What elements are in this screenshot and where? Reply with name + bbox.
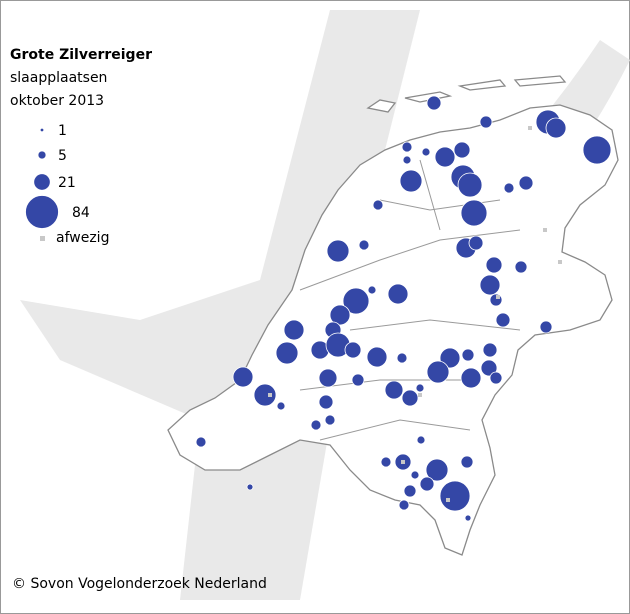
legend-label: 1 (58, 123, 67, 139)
dot (195, 436, 207, 448)
dot (434, 146, 456, 168)
legend-label: 84 (72, 205, 90, 221)
legend-circle (39, 127, 45, 133)
dot (398, 499, 410, 511)
dot (232, 366, 254, 388)
dot (460, 367, 482, 389)
dot (372, 199, 384, 211)
dot (495, 312, 511, 328)
legend-circle (33, 173, 51, 191)
absent-dot (496, 295, 500, 299)
dot (318, 394, 334, 410)
dot (283, 319, 305, 341)
dot (468, 235, 484, 251)
dot (582, 135, 612, 165)
dot (276, 401, 286, 411)
province-borders (299, 159, 521, 441)
dot (518, 175, 534, 191)
date: oktober 2013 (10, 93, 104, 109)
dot (329, 304, 351, 326)
dot (419, 476, 435, 492)
dot (342, 287, 370, 315)
dot (403, 484, 417, 498)
dot (439, 347, 461, 369)
absent-dot (418, 393, 422, 397)
dot (460, 455, 474, 469)
dot (318, 368, 338, 388)
dot (416, 435, 426, 445)
dot (324, 414, 336, 426)
dot (421, 147, 431, 157)
dot (461, 348, 475, 362)
dot (480, 359, 498, 377)
dot (401, 389, 419, 407)
dot (351, 373, 365, 387)
dot (460, 199, 488, 227)
dot (453, 141, 471, 159)
dot (439, 480, 471, 512)
dot (396, 352, 408, 364)
dot (482, 342, 498, 358)
dot (485, 256, 503, 274)
dot (367, 285, 377, 295)
dot (545, 117, 567, 139)
absent-dot (446, 498, 450, 502)
dot (489, 371, 503, 385)
legend-absent: afwezig (56, 230, 109, 246)
absent-dot (528, 126, 532, 130)
dot (539, 320, 553, 334)
dot (366, 346, 388, 368)
dot (426, 360, 450, 384)
dot (415, 383, 425, 393)
legend-label: 21 (58, 175, 76, 191)
dot (310, 419, 322, 431)
legend-circle (25, 195, 59, 229)
dot (426, 95, 442, 111)
dot (344, 341, 362, 359)
absent-dot (558, 260, 562, 264)
dot (401, 141, 413, 153)
title: Grote Zilverreiger (10, 47, 152, 63)
dot (402, 155, 412, 165)
dot (253, 383, 277, 407)
subtitle: slaapplaatsen (10, 70, 107, 86)
dot (503, 182, 515, 194)
dot (326, 239, 350, 263)
dot (479, 115, 493, 129)
dot (358, 239, 370, 251)
legend-label: 5 (58, 148, 67, 164)
dot (387, 283, 409, 305)
dot (425, 458, 449, 482)
absent-dot (401, 460, 405, 464)
absent-dot (543, 228, 547, 232)
dot (464, 514, 472, 522)
dot (246, 483, 254, 491)
dot (514, 260, 528, 274)
dot (399, 169, 423, 193)
copyright: © Sovon Vogelonderzoek Nederland (12, 576, 267, 592)
dot (479, 274, 501, 296)
dot (384, 380, 404, 400)
dot (275, 341, 299, 365)
islands (366, 75, 567, 113)
dot (410, 470, 420, 480)
dot (457, 172, 483, 198)
observation-dots (195, 95, 612, 522)
legend-circle (37, 150, 47, 160)
dot (380, 456, 392, 468)
absent-dot (268, 393, 272, 397)
absent-marker (40, 236, 45, 241)
